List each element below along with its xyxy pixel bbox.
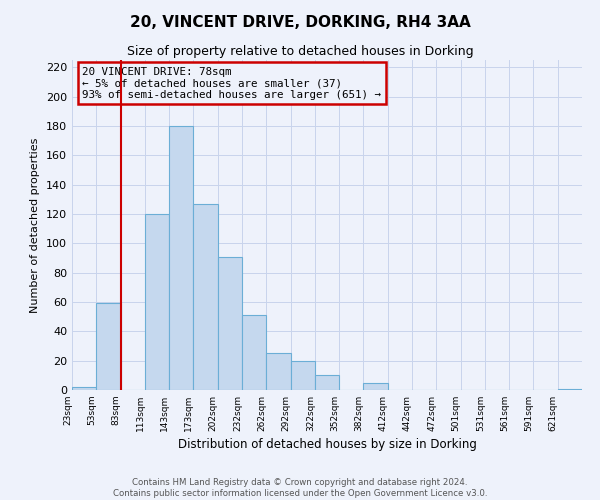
X-axis label: Distribution of detached houses by size in Dorking: Distribution of detached houses by size … [178, 438, 476, 451]
Bar [364, 382, 388, 390]
Bar [169, 126, 193, 390]
Bar [290, 360, 315, 390]
Bar [266, 354, 290, 390]
Text: Contains HM Land Registry data © Crown copyright and database right 2024.
Contai: Contains HM Land Registry data © Crown c… [113, 478, 487, 498]
Bar [558, 388, 582, 390]
Bar [96, 304, 121, 390]
Y-axis label: Number of detached properties: Number of detached properties [31, 138, 40, 312]
Bar [145, 214, 169, 390]
Text: 20 VINCENT DRIVE: 78sqm
← 5% of detached houses are smaller (37)
93% of semi-det: 20 VINCENT DRIVE: 78sqm ← 5% of detached… [82, 66, 381, 100]
Text: 20, VINCENT DRIVE, DORKING, RH4 3AA: 20, VINCENT DRIVE, DORKING, RH4 3AA [130, 15, 470, 30]
Bar [218, 256, 242, 390]
Bar [72, 387, 96, 390]
Bar [193, 204, 218, 390]
Bar [242, 315, 266, 390]
Bar [315, 376, 339, 390]
Text: Size of property relative to detached houses in Dorking: Size of property relative to detached ho… [127, 45, 473, 58]
